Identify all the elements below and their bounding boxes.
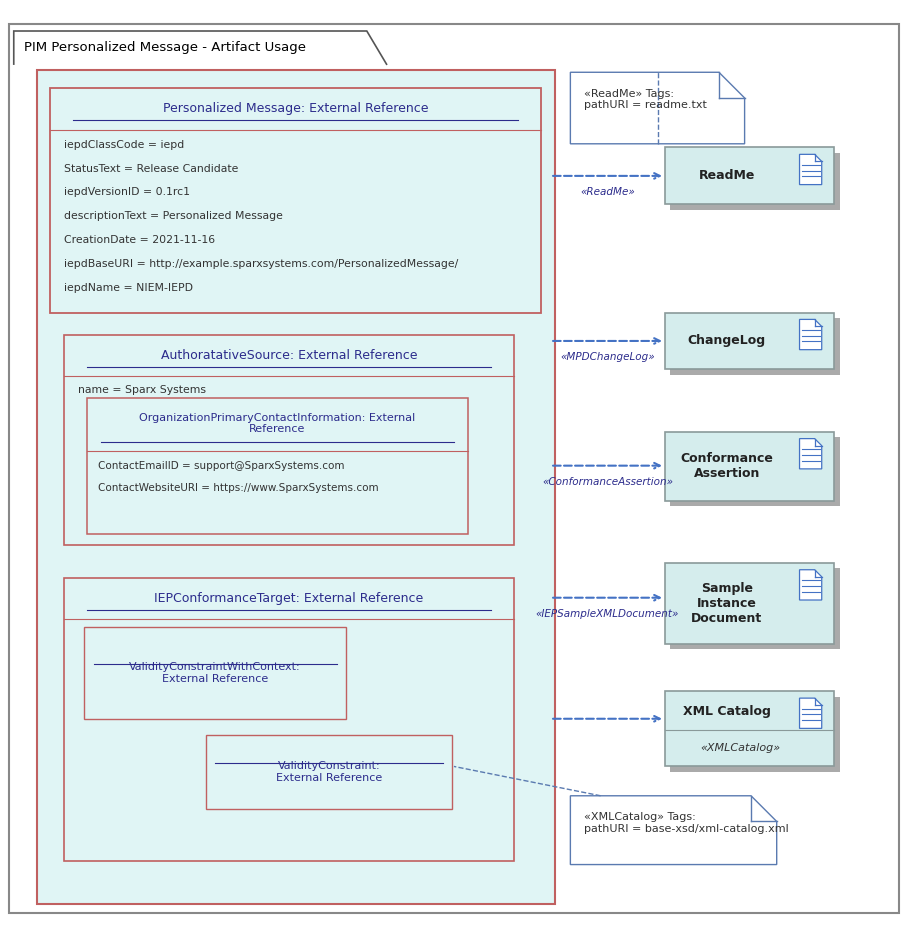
Text: ReadMe: ReadMe [699, 169, 755, 183]
Bar [87, 398, 468, 534]
Text: iepdClassCode = iepd: iepdClassCode = iepd [64, 140, 184, 149]
Text: ValidityConstraintWithContext:
External Reference: ValidityConstraintWithContext: External … [129, 662, 301, 684]
Bar [84, 627, 346, 719]
Polygon shape [570, 796, 777, 865]
Bar [670, 437, 840, 506]
Text: CreationDate = 2021-11-16: CreationDate = 2021-11-16 [64, 236, 215, 245]
Text: iepdName = NIEM-IEPD: iepdName = NIEM-IEPD [64, 283, 193, 292]
Bar [665, 692, 834, 766]
Text: ChangeLog: ChangeLog [688, 335, 766, 347]
Polygon shape [800, 439, 822, 469]
Bar [37, 69, 555, 904]
Text: OrganizationPrimaryContactInformation: External
Reference: OrganizationPrimaryContactInformation: E… [139, 412, 415, 434]
Text: «ReadMe»: «ReadMe» [580, 187, 635, 198]
Text: «ConformanceAssertion»: «ConformanceAssertion» [542, 477, 673, 487]
Text: Personalized Message: External Reference: Personalized Message: External Reference [163, 101, 428, 114]
Text: ContactEmailID = support@SparxSystems.com: ContactEmailID = support@SparxSystems.co… [98, 461, 345, 471]
Bar [665, 563, 834, 643]
Bar [665, 148, 834, 204]
Text: AuthoratativeSource: External Reference: AuthoratativeSource: External Reference [160, 349, 417, 362]
Bar [670, 153, 840, 210]
Text: iepdVersionID = 0.1rc1: iepdVersionID = 0.1rc1 [64, 187, 190, 198]
Text: descriptionText = Personalized Message: descriptionText = Personalized Message [64, 211, 283, 221]
Bar [670, 697, 840, 772]
Bar [50, 88, 541, 312]
Text: «ReadMe» Tags:
pathURI = readme.txt: «ReadMe» Tags: pathURI = readme.txt [584, 89, 707, 111]
Bar [665, 431, 834, 500]
Polygon shape [570, 72, 745, 144]
Text: XML Catalog: XML Catalog [683, 705, 770, 718]
Text: Conformance
Assertion: Conformance Assertion [680, 452, 773, 481]
Text: «XMLCatalog»: «XMLCatalog» [701, 744, 780, 753]
Text: ValidityConstraint:
External Reference: ValidityConstraint: External Reference [276, 762, 382, 782]
Bar [206, 735, 452, 809]
Bar [64, 578, 514, 861]
Bar [670, 318, 840, 375]
Text: «XMLCatalog» Tags:
pathURI = base-xsd/xml-catalog.xml: «XMLCatalog» Tags: pathURI = base-xsd/xm… [584, 813, 789, 833]
Polygon shape [800, 320, 822, 350]
Text: iepdBaseURI = http://example.sparxsystems.com/PersonalizedMessage/: iepdBaseURI = http://example.sparxsystem… [64, 259, 458, 269]
Bar [64, 336, 514, 545]
Polygon shape [800, 569, 822, 600]
Text: name = Sparx Systems: name = Sparx Systems [78, 385, 206, 395]
Text: «MPDChangeLog»: «MPDChangeLog» [560, 353, 655, 362]
Polygon shape [800, 154, 822, 184]
Text: StatusText = Release Candidate: StatusText = Release Candidate [64, 164, 238, 173]
Text: Sample
Instance
Document: Sample Instance Document [691, 582, 762, 624]
Bar [670, 569, 840, 649]
Text: «IEPSampleXMLDocument»: «IEPSampleXMLDocument» [536, 609, 679, 620]
Text: PIM Personalized Message - Artifact Usage: PIM Personalized Message - Artifact Usag… [24, 41, 306, 54]
Text: IEPConformanceTarget: External Reference: IEPConformanceTarget: External Reference [154, 592, 424, 605]
Text: ContactWebsiteURI = https://www.SparxSystems.com: ContactWebsiteURI = https://www.SparxSys… [98, 482, 379, 493]
Polygon shape [800, 698, 822, 728]
Bar [665, 312, 834, 369]
